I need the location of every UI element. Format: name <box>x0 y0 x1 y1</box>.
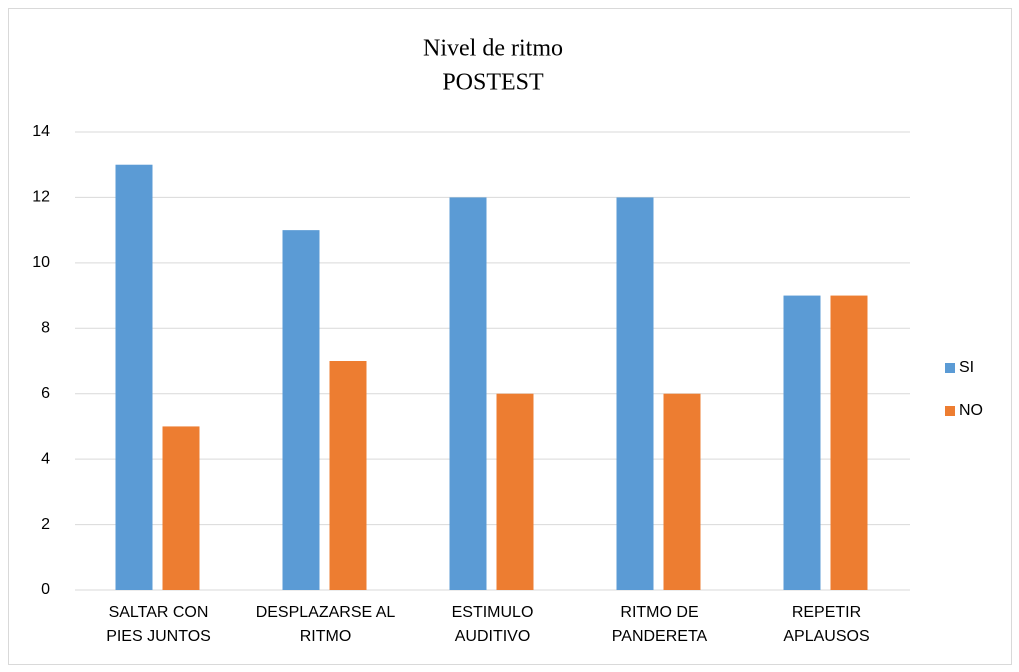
bar <box>783 295 821 590</box>
x-tick-label: REPETIR APLAUSOS <box>783 604 870 645</box>
y-tick-label: 4 <box>41 450 50 467</box>
bar <box>282 230 320 590</box>
legend-swatch <box>945 363 955 373</box>
y-tick-label: 14 <box>32 123 50 140</box>
y-tick-label: 12 <box>32 189 50 206</box>
x-tick-label: DESPLAZARSE AL RITMO <box>255 604 396 645</box>
x-tick-label: SALTAR CON PIES JUNTOS <box>106 604 211 645</box>
bar <box>162 426 200 590</box>
bar <box>115 164 153 590</box>
bar <box>830 295 868 590</box>
y-tick-label: 8 <box>41 320 50 337</box>
chart-subtitle: POSTEST <box>442 70 544 96</box>
bar <box>663 393 701 590</box>
bar <box>449 197 487 590</box>
y-tick-label: 0 <box>41 581 50 598</box>
legend-swatch <box>945 406 955 416</box>
bar <box>496 393 534 590</box>
legend-label: SI <box>959 359 974 376</box>
legend-label: NO <box>959 402 983 419</box>
bar <box>616 197 654 590</box>
x-tick-label: RITMO DE PANDERETA <box>611 604 708 645</box>
y-tick-label: 10 <box>32 254 50 271</box>
chart-title: Nivel de ritmo <box>423 36 563 62</box>
y-tick-label: 2 <box>41 516 50 533</box>
y-tick-label: 6 <box>41 385 50 402</box>
x-tick-label: ESTIMULO AUDITIVO <box>451 604 534 645</box>
bar <box>329 361 367 590</box>
